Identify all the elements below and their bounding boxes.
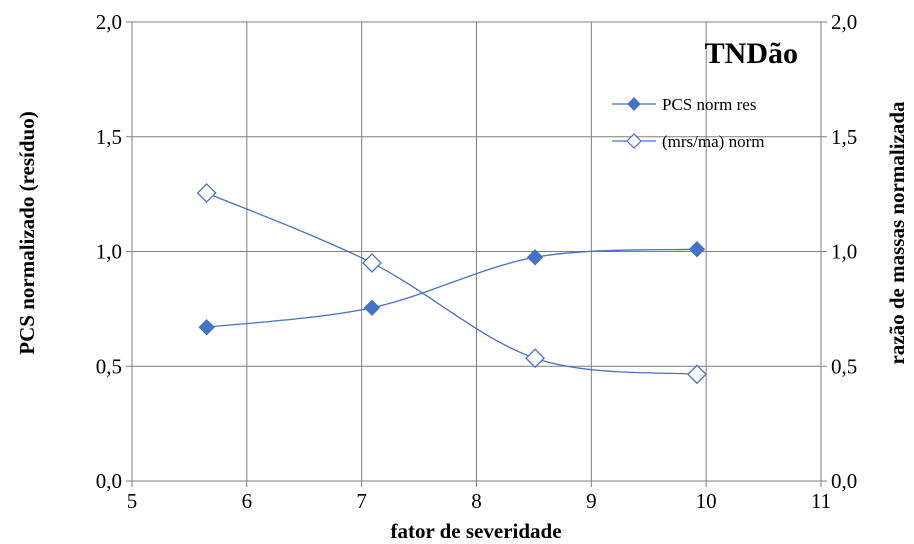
- data-point-1: [688, 240, 706, 258]
- y-tick-label: 0,0: [96, 469, 122, 493]
- x-tick-label: 6: [242, 489, 253, 513]
- x-axis-title: fator de severidade: [390, 519, 561, 543]
- legend-label: (mrs/ma) norm: [662, 132, 764, 151]
- legend-item-1: PCS norm res: [612, 95, 756, 114]
- series-layer: [196, 183, 707, 385]
- y-tick-label-right: 0,5: [831, 354, 857, 378]
- y-tick-label: 1,0: [96, 240, 122, 264]
- y-tick-label: 1,5: [96, 125, 122, 149]
- legend: PCS norm res (mrs/ma) norm: [612, 95, 764, 151]
- chart-title: TNDão: [705, 37, 798, 70]
- y-tick-label-right: 2,0: [831, 10, 857, 34]
- data-point-2: [525, 348, 545, 369]
- x-tick-label: 5: [127, 489, 138, 513]
- y-tick-label: 2,0: [96, 10, 122, 34]
- y-tick-label: 0,5: [96, 354, 122, 378]
- series-line-2: [206, 192, 698, 375]
- axis-ticks: 5 6 7 8 9 10 110,0 0,00,5 0,51,0 1,01,5 1,52,0 2,0: [96, 10, 858, 513]
- legend-item-2: (mrs/ma) norm: [612, 132, 764, 151]
- x-tick-label: 9: [586, 489, 597, 513]
- grid: [132, 22, 821, 481]
- y-tick-label-right: 0,0: [831, 469, 857, 493]
- y-tick-label-right: 1,0: [831, 240, 857, 264]
- series-line-1: [206, 248, 698, 328]
- legend-label: PCS norm res: [662, 95, 756, 114]
- legend-marker: [627, 97, 641, 111]
- x-tick-label: 8: [471, 489, 482, 513]
- data-point-1: [198, 319, 215, 336]
- legend-marker: [626, 133, 642, 149]
- data-point-2: [362, 253, 382, 273]
- data-point-2: [687, 364, 707, 385]
- data-point-2: [196, 183, 217, 203]
- x-tick-label: 10: [696, 489, 717, 513]
- y-axis-title: PCS normalizado (resíduo): [15, 111, 39, 354]
- y-axis-title-right: razão de massas normalizada: [885, 101, 909, 365]
- y-tick-label-right: 1,5: [831, 125, 857, 149]
- data-point-1: [363, 299, 381, 316]
- data-point-1: [526, 249, 544, 266]
- x-tick-label: 11: [811, 489, 831, 513]
- x-tick-label: 7: [356, 489, 367, 513]
